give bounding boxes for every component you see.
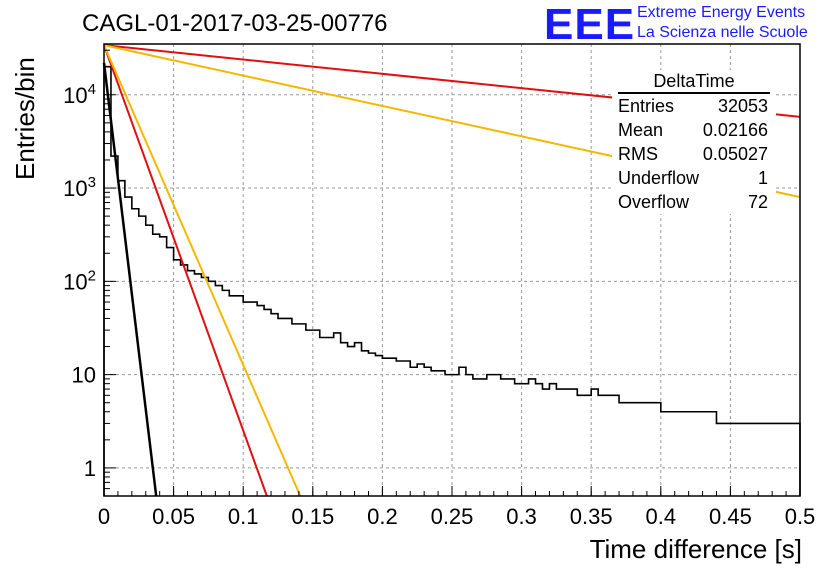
y-tick-label: 1 bbox=[84, 456, 96, 481]
stats-row-rms: RMS 0.05027 bbox=[612, 142, 776, 166]
x-tick-label: 0.45 bbox=[709, 504, 752, 529]
stats-value: 0.05027 bbox=[702, 144, 768, 164]
stats-row-entries: Entries 32053 bbox=[612, 94, 776, 118]
y-tick-label: 104 bbox=[63, 81, 96, 108]
fit-line-1 bbox=[102, 62, 158, 497]
logo-caption: Extreme Energy Events La Scienza nelle S… bbox=[637, 3, 808, 43]
x-tick-label: 0.5 bbox=[785, 504, 816, 529]
stats-value: 72 bbox=[747, 192, 768, 212]
x-tick-label: 0.2 bbox=[367, 504, 398, 529]
stats-label: Underflow bbox=[618, 168, 700, 188]
y-axis-label: Entries/bin bbox=[10, 57, 40, 180]
y-axis-ticks: 1 10 102 103 104 bbox=[63, 49, 116, 490]
x-tick-label: 0.4 bbox=[646, 504, 677, 529]
stats-title: DeltaTime bbox=[618, 70, 770, 94]
x-tick-label: 0.05 bbox=[152, 504, 195, 529]
y-tick-label: 103 bbox=[63, 174, 96, 201]
x-axis-ticks: 0 0.05 0.1 0.15 0.2 0.25 0.3 0.35 0.4 0.45 0.5 bbox=[98, 486, 815, 529]
eee-logo: EEE bbox=[544, 0, 636, 49]
stats-label: Mean bbox=[618, 120, 664, 140]
x-tick-label: 0.15 bbox=[291, 504, 334, 529]
fit-line-2 bbox=[103, 44, 268, 497]
y-tick-label: 10 bbox=[72, 363, 96, 388]
stats-value: 32053 bbox=[717, 96, 768, 116]
histogram-outline bbox=[103, 65, 801, 496]
x-axis-label: Time difference [s] bbox=[589, 534, 802, 564]
x-tick-label: 0.25 bbox=[431, 504, 474, 529]
x-tick-label: 0 bbox=[98, 504, 110, 529]
stats-value: 1 bbox=[757, 168, 768, 188]
y-tick-label: 102 bbox=[63, 267, 96, 294]
stats-row-underflow: Underflow 1 bbox=[612, 166, 776, 190]
x-tick-label: 0.3 bbox=[506, 504, 537, 529]
logo-caption-line2: La Scienza nelle Scuole bbox=[637, 24, 808, 41]
stats-row-overflow: Overflow 72 bbox=[612, 190, 776, 214]
x-tick-label: 0.1 bbox=[228, 504, 259, 529]
x-tick-label: 0.35 bbox=[570, 504, 613, 529]
fit-line-3 bbox=[103, 44, 302, 497]
stats-value: 0.02166 bbox=[702, 120, 768, 140]
logo-caption-line1: Extreme Energy Events bbox=[637, 4, 806, 21]
plot-title: CAGL-01-2017-03-25-00776 bbox=[82, 10, 388, 37]
stats-row-mean: Mean 0.02166 bbox=[612, 118, 776, 142]
stats-label: Entries bbox=[618, 96, 675, 116]
stats-box: DeltaTime Entries 32053 Mean 0.02166 RMS 0.… bbox=[612, 70, 776, 214]
stats-label: RMS bbox=[618, 144, 658, 164]
stats-label: Overflow bbox=[618, 192, 690, 212]
histogram-series bbox=[103, 65, 801, 496]
